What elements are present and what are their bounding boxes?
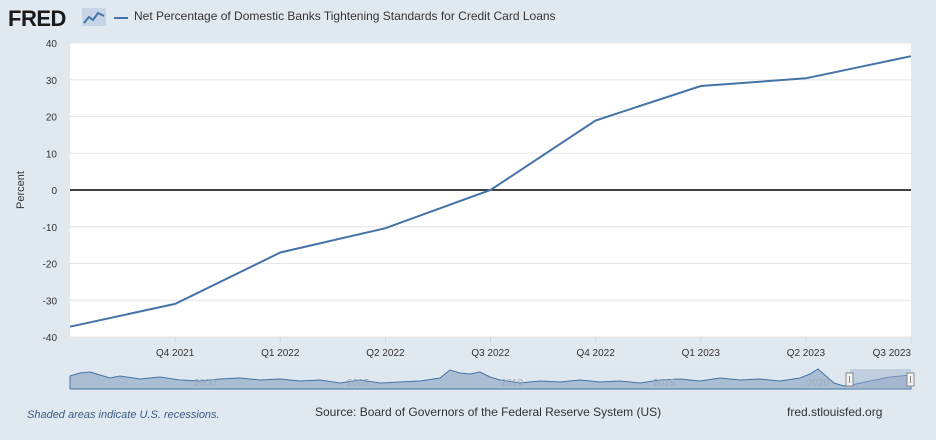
source-text: Source: Board of Governors of the Federa…	[315, 405, 662, 419]
data-point[interactable]	[699, 84, 703, 88]
x-tick-label: Q1 2023	[682, 348, 721, 359]
fred-graph-icon	[82, 8, 106, 26]
data-point[interactable]	[594, 119, 598, 123]
x-tick-label: Q4 2021	[156, 348, 195, 359]
x-tick-label: Q4 2022	[576, 348, 615, 359]
data-point[interactable]	[173, 302, 177, 306]
fred-logo: FRED	[8, 6, 66, 31]
navigator-year-label: 2015	[653, 378, 676, 389]
series-line[interactable]	[69, 55, 912, 328]
y-axis-label: Percent	[15, 171, 27, 209]
legend-line-swatch	[114, 17, 128, 19]
x-tick-label: Q3 2023	[873, 348, 912, 359]
y-tick-label: 20	[46, 113, 58, 124]
y-tick-label: -30	[43, 296, 58, 307]
y-tick-label: 30	[46, 76, 58, 87]
navigator-year-label: 2010	[501, 378, 524, 389]
x-tick-label: Q2 2022	[366, 348, 405, 359]
range-navigator[interactable]: 2000 2005 2010 2015 2020	[69, 368, 915, 390]
x-tick-label: Q3 2022	[471, 348, 510, 359]
y-tick-label: 40	[46, 39, 58, 50]
navigator-year-label: 2005	[347, 378, 370, 389]
data-point[interactable]	[909, 54, 913, 58]
legend-label[interactable]: Net Percentage of Domestic Banks Tighten…	[134, 9, 556, 23]
x-tick-label: Q2 2023	[787, 348, 826, 359]
navigator-selection[interactable]	[850, 369, 911, 389]
y-tick-label: -20	[43, 260, 58, 271]
y-tick-label: 10	[46, 149, 58, 160]
navigator-year-label: 2000	[194, 378, 217, 389]
y-tick-label: -40	[43, 333, 58, 344]
data-point[interactable]	[489, 188, 493, 192]
chart-header: FRED Net Percentage of Domestic Banks Ti…	[8, 4, 928, 32]
y-tick-label: -10	[43, 223, 58, 234]
data-point[interactable]	[68, 325, 72, 329]
data-point[interactable]	[804, 76, 808, 80]
navigator-series-area	[69, 368, 912, 390]
navigator-year-label: 2020	[807, 378, 830, 389]
site-link[interactable]: fred.stlouisfed.org	[787, 405, 883, 419]
y-tick-label: 0	[51, 186, 57, 197]
recession-note: Shaded areas indicate U.S. recessions.	[27, 409, 220, 421]
x-tick-label: Q1 2022	[261, 348, 300, 359]
data-point[interactable]	[278, 250, 282, 254]
data-point[interactable]	[383, 226, 387, 230]
